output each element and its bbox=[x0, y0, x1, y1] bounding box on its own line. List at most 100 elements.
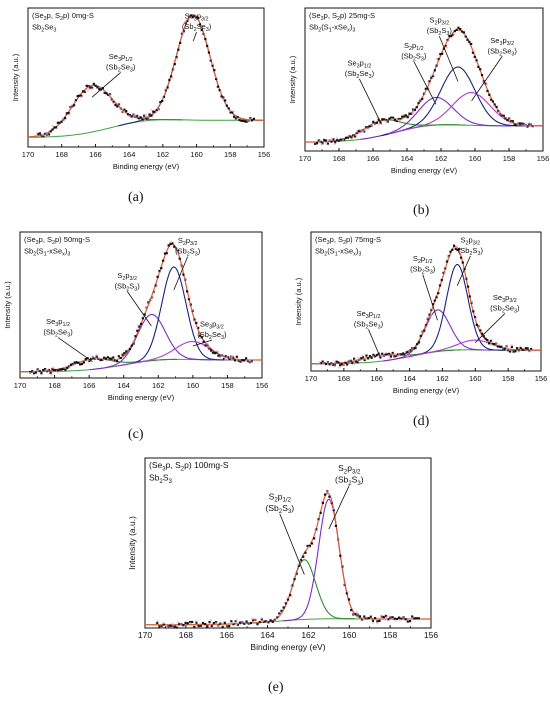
data-point bbox=[235, 355, 238, 358]
data-scatter bbox=[188, 303, 191, 306]
data-scatter bbox=[316, 519, 320, 522]
data-point bbox=[404, 618, 407, 621]
data-point bbox=[128, 347, 132, 351]
data-point bbox=[388, 352, 391, 356]
data-point bbox=[406, 620, 409, 623]
data-point bbox=[199, 624, 202, 627]
component-peak-1 bbox=[382, 309, 493, 362]
data-point bbox=[409, 349, 412, 352]
data-scatter bbox=[223, 357, 227, 361]
data-point bbox=[400, 353, 403, 356]
data-point bbox=[244, 357, 248, 360]
data-point bbox=[67, 111, 70, 115]
data-point bbox=[125, 350, 128, 353]
data-point bbox=[424, 324, 428, 327]
data-point bbox=[419, 99, 422, 102]
x-tick-label: 164 bbox=[260, 630, 274, 640]
data-scatter bbox=[90, 87, 94, 91]
peak-annotation-arrow bbox=[438, 35, 459, 82]
x-tick-label: 164 bbox=[401, 154, 414, 163]
data-point bbox=[526, 125, 529, 128]
data-point bbox=[243, 120, 246, 123]
x-tick-label: 160 bbox=[187, 381, 200, 390]
data-scatter bbox=[61, 117, 65, 121]
data-point bbox=[368, 125, 371, 128]
data-scatter bbox=[275, 617, 278, 620]
data-scatter bbox=[524, 124, 528, 128]
data-point bbox=[468, 295, 471, 298]
data-point bbox=[415, 106, 418, 109]
data-scatter bbox=[320, 499, 324, 503]
data-point bbox=[319, 511, 322, 514]
data-scatter bbox=[161, 96, 165, 100]
data-scatter bbox=[352, 363, 356, 366]
data-point bbox=[215, 351, 218, 354]
data-point bbox=[487, 342, 491, 345]
x-tick-label: 170 bbox=[305, 374, 318, 383]
data-scatter bbox=[385, 617, 389, 620]
data-point bbox=[223, 621, 226, 624]
data-point bbox=[114, 103, 117, 107]
data-point bbox=[173, 245, 176, 248]
data-point bbox=[395, 354, 398, 358]
data-point bbox=[206, 625, 209, 628]
data-point bbox=[350, 608, 353, 612]
data-point bbox=[42, 135, 45, 138]
data-point bbox=[75, 361, 78, 364]
data-point bbox=[417, 617, 420, 620]
data-point bbox=[381, 118, 384, 121]
data-point bbox=[496, 345, 499, 348]
data-scatter bbox=[344, 582, 347, 586]
data-point bbox=[162, 259, 165, 262]
panel-header-line-0: (Se3p, S2p) 50mg-S bbox=[24, 235, 90, 246]
data-scatter bbox=[364, 127, 368, 130]
x-tick-label: 170 bbox=[299, 154, 312, 163]
data-point bbox=[225, 104, 229, 107]
data-point bbox=[143, 114, 146, 117]
data-point bbox=[245, 620, 248, 623]
data-point bbox=[85, 84, 88, 87]
data-point bbox=[175, 626, 178, 629]
data-scatter bbox=[144, 113, 147, 117]
data-point bbox=[280, 609, 283, 612]
x-tick-label: 158 bbox=[383, 630, 397, 640]
data-point bbox=[160, 625, 163, 628]
data-point bbox=[486, 89, 489, 93]
data-point bbox=[493, 343, 496, 346]
data-point bbox=[81, 90, 85, 93]
data-point bbox=[313, 537, 316, 540]
data-point bbox=[289, 594, 292, 597]
data-point bbox=[413, 617, 416, 620]
data-point bbox=[328, 363, 331, 366]
data-point bbox=[96, 86, 99, 89]
data-scatter bbox=[508, 117, 512, 121]
data-point bbox=[37, 132, 40, 136]
data-point bbox=[293, 578, 296, 581]
data-scatter bbox=[250, 617, 254, 620]
data-scatter bbox=[399, 618, 402, 622]
data-point bbox=[106, 356, 109, 359]
data-scatter bbox=[216, 350, 220, 353]
data-point bbox=[92, 82, 95, 86]
x-tick-label: 156 bbox=[535, 374, 548, 383]
panel-e: 170 168 166 164 162 160 158 156 Binding energy (… bbox=[125, 450, 445, 670]
data-scatter bbox=[474, 317, 478, 320]
data-scatter bbox=[41, 133, 45, 137]
x-tick-label: 160 bbox=[469, 374, 482, 383]
data-scatter bbox=[179, 622, 183, 626]
data-scatter bbox=[46, 134, 50, 137]
data-point bbox=[451, 248, 454, 251]
data-point bbox=[450, 34, 453, 38]
panel-header-line-1: Sb2Se3 bbox=[32, 23, 56, 34]
data-point bbox=[249, 621, 253, 625]
data-point bbox=[323, 493, 327, 496]
data-point bbox=[271, 620, 274, 623]
data-scatter bbox=[73, 100, 77, 104]
data-point bbox=[352, 134, 355, 137]
data-scatter bbox=[131, 340, 135, 344]
data-scatter bbox=[330, 363, 333, 366]
data-point bbox=[211, 64, 214, 67]
data-point bbox=[222, 96, 225, 99]
data-point bbox=[321, 360, 324, 363]
data-point bbox=[32, 372, 36, 375]
